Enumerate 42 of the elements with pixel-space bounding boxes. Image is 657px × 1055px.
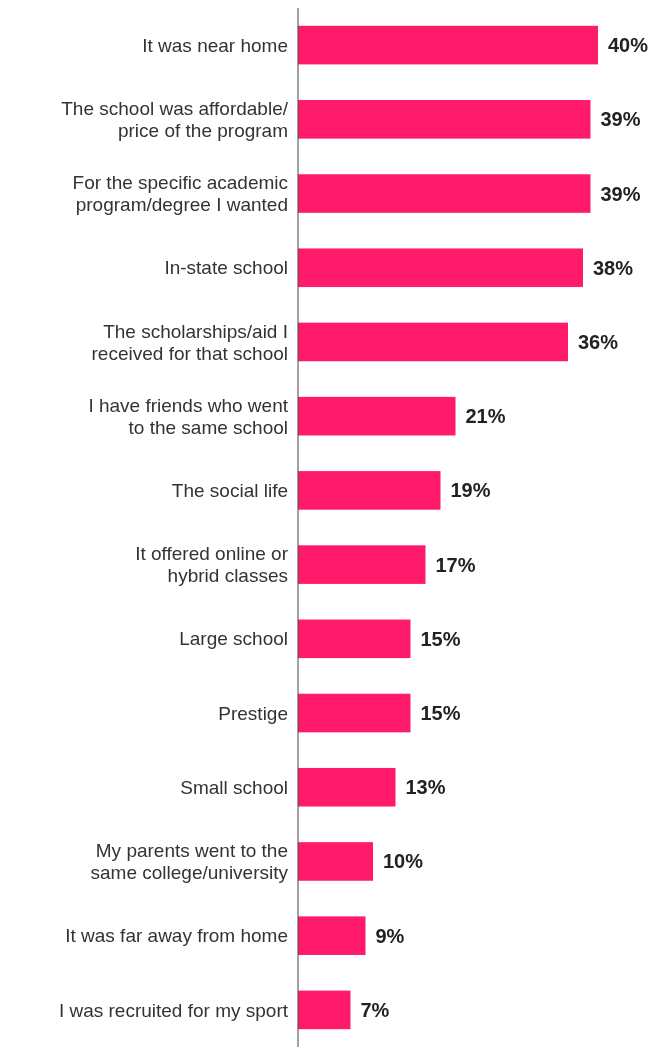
bar xyxy=(298,767,396,807)
bar xyxy=(298,545,426,584)
bar xyxy=(298,916,366,955)
y-tick-label: Small school xyxy=(180,776,288,798)
data-label: 38% xyxy=(593,256,634,279)
data-label: 19% xyxy=(450,479,491,502)
y-tick-label: I was recruited for my sport xyxy=(58,999,289,1021)
bar xyxy=(298,25,598,65)
bar xyxy=(298,693,411,733)
bar xyxy=(298,322,568,362)
bar xyxy=(298,990,351,1030)
data-label: 36% xyxy=(578,330,619,353)
data-label: 7% xyxy=(360,998,390,1021)
data-label: 39% xyxy=(600,108,641,131)
bar xyxy=(298,842,373,881)
bar xyxy=(298,248,583,288)
bar xyxy=(298,100,591,139)
y-tick-label: My parents went to the same college/university xyxy=(90,840,289,884)
y-tick-label: It offered online or hybrid classes xyxy=(135,543,289,587)
data-label: 39% xyxy=(600,182,641,205)
data-label: 9% xyxy=(375,924,405,947)
bar xyxy=(298,619,411,659)
y-tick-label: Large school xyxy=(179,628,288,650)
data-label: 40% xyxy=(608,34,649,57)
y-tick-label: The school was affordable/ price of the program xyxy=(61,97,289,141)
data-label: 15% xyxy=(420,627,461,650)
y-tick-label: It was far away from home xyxy=(65,925,288,947)
y-tick-label: For the specific academic program/degree I wanted xyxy=(72,172,288,216)
bar xyxy=(298,396,456,436)
bar xyxy=(298,471,441,510)
y-tick-label: I have friends who went to the same school xyxy=(88,394,289,438)
y-tick-label: It was near home xyxy=(142,34,288,56)
data-label: 21% xyxy=(465,405,506,428)
bar xyxy=(298,174,591,213)
data-label: 13% xyxy=(405,776,446,799)
y-tick-label: In-state school xyxy=(164,257,288,279)
data-label: 10% xyxy=(383,850,424,873)
data-label: 15% xyxy=(420,702,461,725)
y-tick-label: Prestige xyxy=(218,702,288,724)
y-tick-label: The social life xyxy=(171,480,288,502)
data-label: 17% xyxy=(435,553,476,576)
y-tick-label: The scholarships/aid I received for that school xyxy=(91,320,288,364)
